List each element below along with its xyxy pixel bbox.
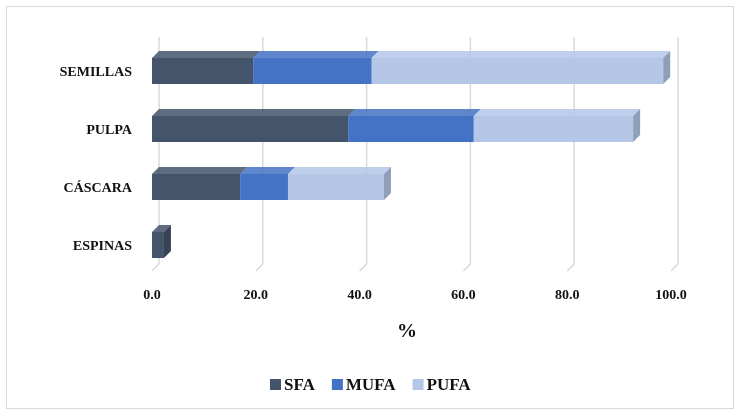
bar-top-face	[152, 167, 248, 174]
bar-top-face	[240, 167, 295, 174]
x-tick-label: 100.0	[655, 288, 687, 303]
legend-swatch	[331, 379, 343, 390]
stacked-bar-chart: SEMILLAS PULPA CÁSCARA ESPINAS 0.0 20.0 40.0 6…	[60, 37, 687, 394]
bar-front-face	[348, 116, 474, 142]
bar-front-face	[152, 174, 241, 200]
legend: SFA MUFA PUFA	[270, 375, 471, 394]
bar-top-face	[152, 51, 261, 58]
legend-swatch	[412, 379, 424, 390]
bar-front-face	[253, 58, 372, 84]
chart-frame: SEMILLAS PULPA CÁSCARA ESPINAS 0.0 20.0 40.0 6…	[6, 6, 734, 409]
bar-espinas-sfa	[152, 225, 171, 258]
gridline-floor	[255, 263, 264, 272]
bar-pulpa-mufa	[348, 109, 481, 142]
category-labels: SEMILLAS PULPA CÁSCARA ESPINAS	[60, 65, 133, 254]
bar-top-face	[348, 109, 481, 116]
x-tick-label: 80.0	[555, 288, 580, 303]
category-label: ESPINAS	[73, 239, 132, 254]
x-tick-label: 60.0	[451, 288, 476, 303]
bar-semillas-pufa	[371, 51, 671, 84]
bar-side-face	[663, 51, 671, 84]
bar-front-face	[371, 58, 664, 84]
legend-item-sfa: SFA	[270, 375, 316, 394]
x-tick-label: 40.0	[347, 288, 372, 303]
bar-semillas-sfa	[152, 51, 261, 84]
bar-pulpa-pufa	[473, 109, 641, 142]
bar-top-face	[152, 109, 356, 116]
gridline-floor	[566, 263, 575, 272]
bar-front-face	[152, 58, 254, 84]
bar-side-face	[163, 225, 171, 258]
bar-side-face	[633, 109, 641, 142]
bar-top-face	[253, 51, 379, 58]
x-tick-label: 0.0	[143, 288, 161, 303]
gridline-floor	[359, 263, 368, 272]
bar-front-face	[287, 174, 384, 200]
bar-side-face	[383, 167, 391, 200]
bar-pulpa-sfa	[152, 109, 356, 142]
bar-front-face	[473, 116, 634, 142]
legend-label: PUFA	[427, 375, 472, 394]
bar-cáscara-sfa	[152, 167, 248, 200]
legend-item-mufa: MUFA	[331, 375, 396, 394]
x-tick-label: 20.0	[244, 288, 269, 303]
category-label: PULPA	[86, 123, 133, 138]
x-tick-labels: 0.0 20.0 40.0 60.0 80.0 100.0	[143, 288, 687, 303]
bar-top-face	[371, 51, 671, 58]
bar-cáscara-pufa	[287, 167, 391, 200]
gridline-floor	[151, 263, 160, 272]
category-label: SEMILLAS	[60, 65, 133, 80]
bar-cáscara-mufa	[240, 167, 295, 200]
gridline-floor	[462, 263, 471, 272]
legend-item-pufa: PUFA	[412, 375, 472, 394]
bar-front-face	[240, 174, 288, 200]
bar-front-face	[152, 116, 349, 142]
bar-top-face	[152, 225, 171, 232]
gridline-floor	[670, 263, 679, 272]
legend-label: MUFA	[346, 375, 396, 394]
bars	[152, 51, 671, 258]
bar-top-face	[287, 167, 391, 174]
category-label: CÁSCARA	[64, 179, 133, 196]
x-axis-title: %	[397, 320, 417, 342]
bar-semillas-mufa	[253, 51, 379, 84]
bar-top-face	[473, 109, 641, 116]
bar-front-face	[152, 232, 164, 258]
legend-label: SFA	[284, 375, 316, 394]
legend-swatch	[270, 379, 281, 390]
